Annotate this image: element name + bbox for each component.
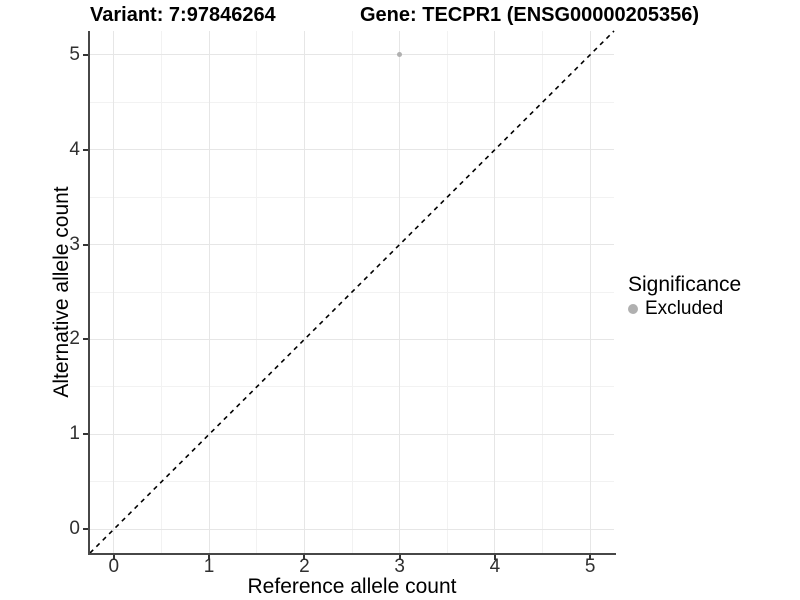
gridline-y-major	[90, 244, 614, 246]
y-tick-mark	[83, 528, 88, 531]
y-tick-label: 4	[69, 138, 80, 160]
gridline-y-major	[90, 528, 614, 530]
gridline-y-major	[90, 433, 614, 435]
data-point	[397, 52, 403, 58]
gridline-y-minor	[90, 101, 614, 103]
y-tick-label: 0	[69, 518, 80, 540]
y-axis-line	[88, 31, 90, 555]
x-tick-label: 0	[108, 556, 120, 577]
x-axis-line	[88, 553, 616, 555]
gridline-y-major	[90, 338, 614, 340]
legend-item-excluded: Excluded	[628, 298, 741, 319]
excluded-point-icon	[628, 303, 638, 314]
x-tick-label: 5	[584, 556, 596, 577]
gridline-x-major	[589, 31, 591, 553]
y-tick-label: 2	[69, 328, 80, 350]
x-tick-mark	[208, 555, 211, 560]
y-tick-mark	[83, 243, 88, 246]
plot-title-gene: Gene: TECPR1 (ENSG00000205356)	[360, 4, 700, 26]
y-tick-label: 3	[69, 233, 80, 255]
x-tick-mark	[493, 555, 496, 560]
x-tick-label: 1	[203, 556, 215, 577]
x-tick-mark	[398, 555, 401, 560]
identity-line	[89, 30, 615, 554]
x-tick-mark	[589, 555, 592, 560]
y-tick-label: 1	[69, 423, 80, 445]
y-axis-title: Alternative allele count	[50, 186, 73, 398]
legend: Significance Excluded	[628, 273, 741, 319]
x-tick-mark	[112, 555, 115, 560]
y-tick-label: 5	[69, 43, 80, 65]
gridline-x-major	[494, 31, 496, 553]
x-tick-label: 2	[299, 556, 310, 577]
x-axis-title: Reference allele count	[247, 575, 457, 598]
plot-panel	[89, 30, 615, 554]
legend-item-label: Excluded	[645, 298, 724, 319]
gridline-y-major	[90, 54, 614, 56]
gridline-x-major	[303, 31, 305, 553]
legend-title: Significance	[628, 273, 742, 296]
plot-title-variant: Variant: 7:97846264	[90, 4, 276, 26]
gridline-y-minor	[90, 481, 614, 483]
y-tick-mark	[83, 148, 88, 151]
gridline-x-major	[208, 31, 210, 553]
y-tick-mark	[83, 338, 88, 341]
x-tick-label: 3	[394, 556, 405, 577]
gridline-x-major	[399, 31, 401, 553]
gridline-y-minor	[90, 196, 614, 198]
gridline-y-minor	[90, 386, 614, 388]
y-tick-mark	[83, 433, 88, 436]
gridline-y-major	[90, 149, 614, 151]
x-tick-label: 4	[489, 556, 501, 577]
gridline-x-major	[113, 31, 115, 553]
y-tick-mark	[83, 53, 88, 56]
x-tick-mark	[303, 555, 306, 560]
